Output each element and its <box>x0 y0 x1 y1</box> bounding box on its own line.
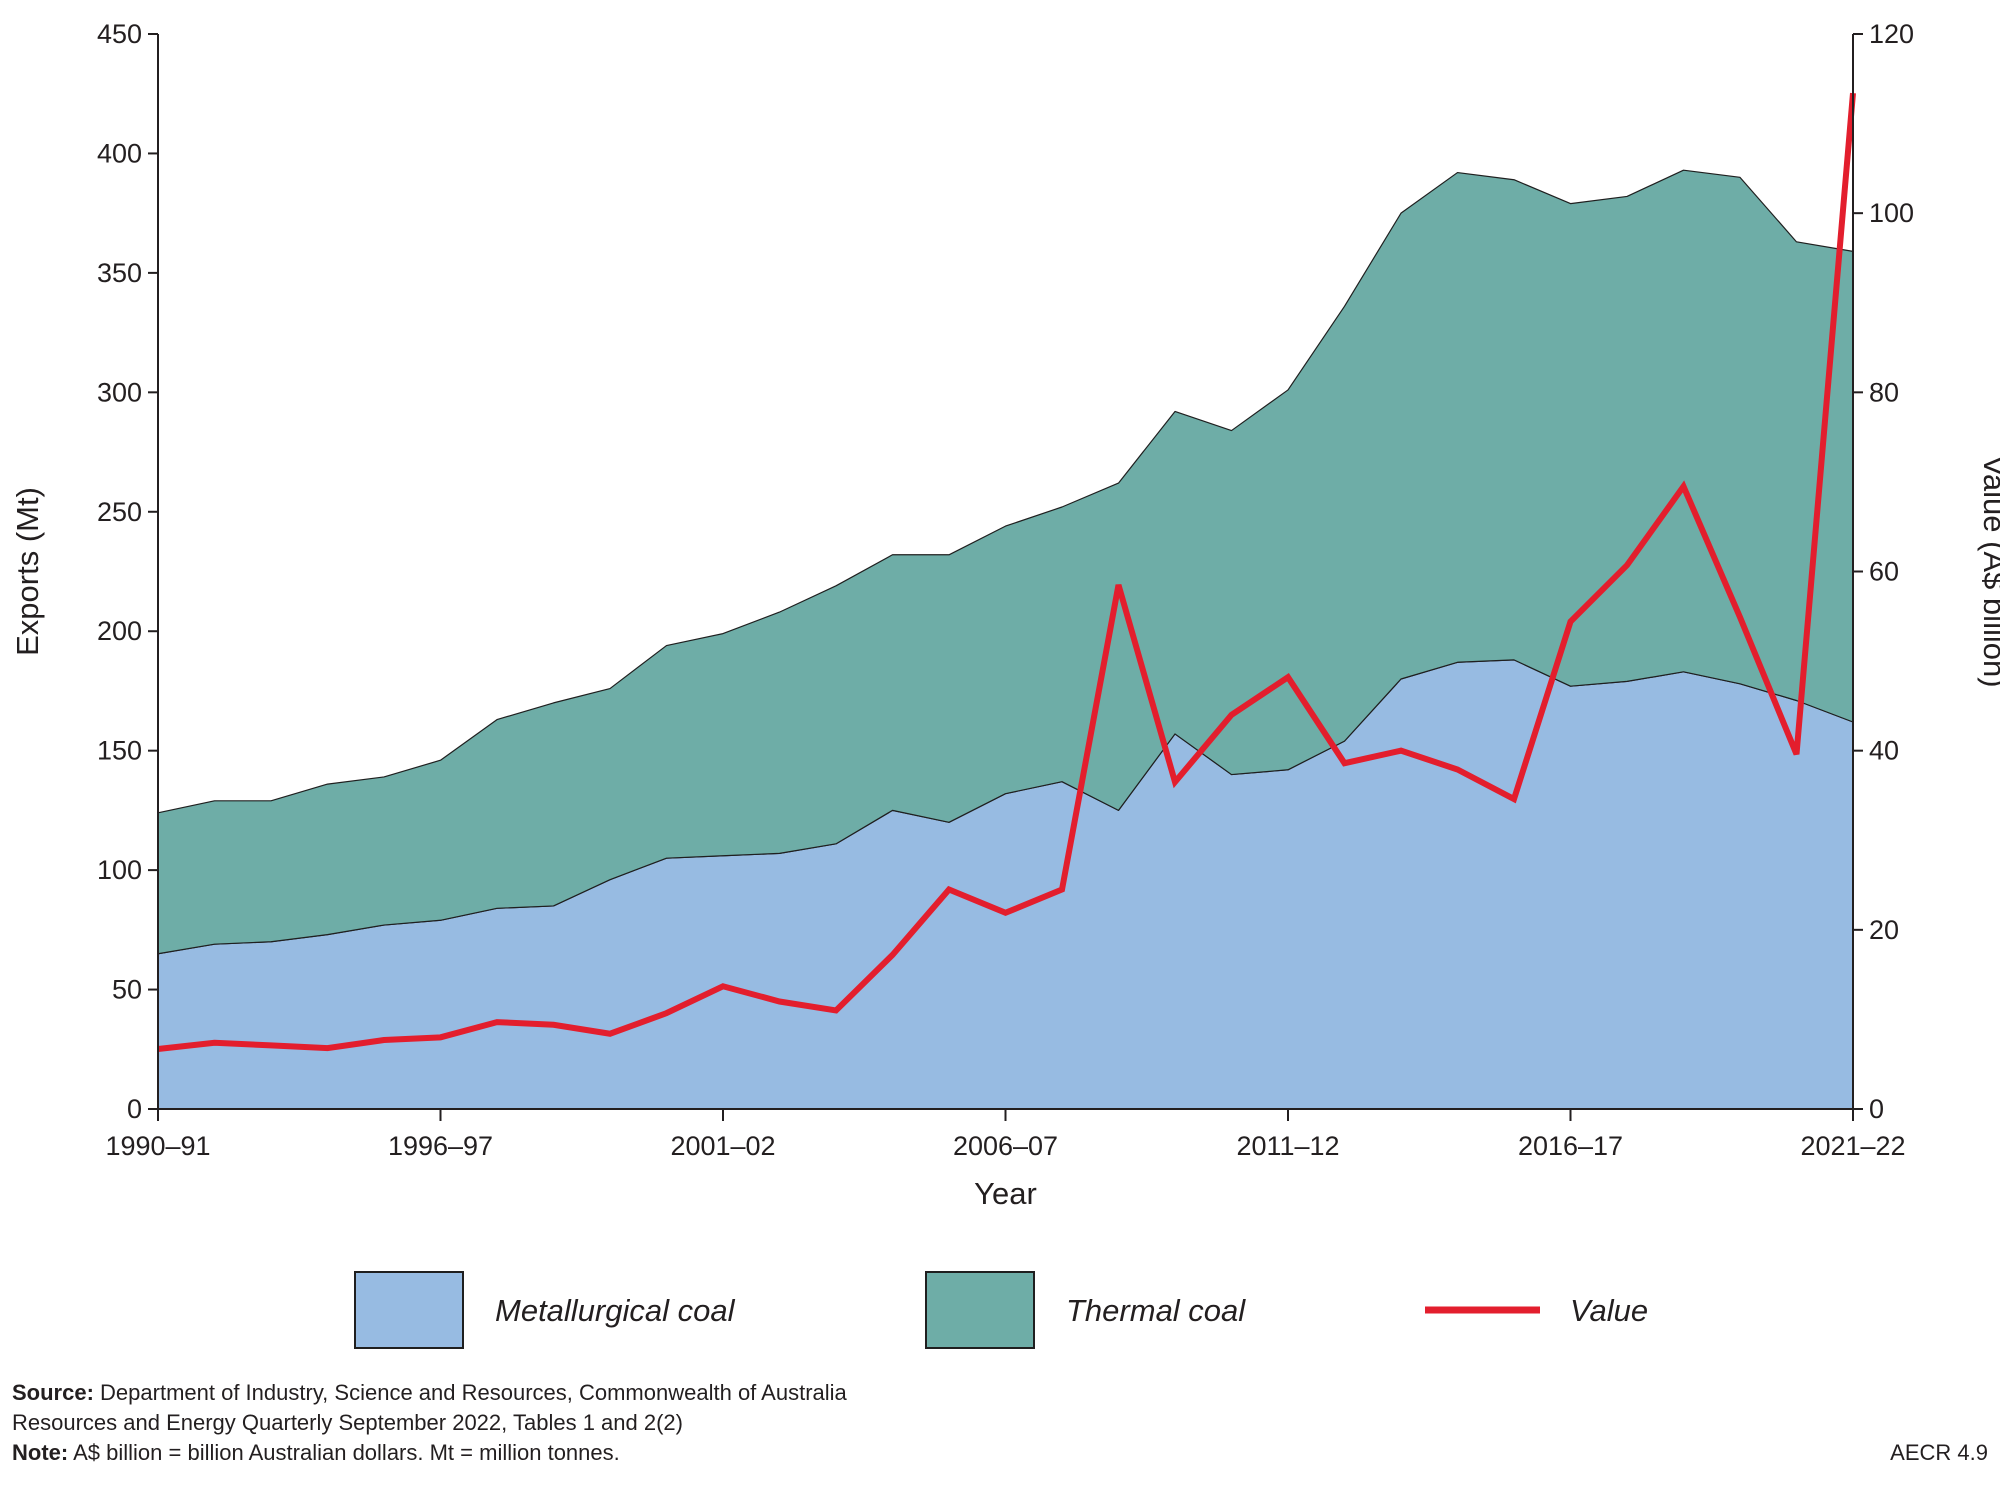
x-tick-label: 1990–91 <box>105 1131 210 1161</box>
x-tick-label: 2021–22 <box>1800 1131 1905 1161</box>
x-axis-title: Year <box>974 1176 1037 1211</box>
line <box>157 92 1856 1052</box>
figure-id: AECR 4.9 <box>1890 1440 1988 1465</box>
y-tick-label: 350 <box>97 258 142 288</box>
y-tick-label: 100 <box>97 855 142 885</box>
source-label: Source: <box>12 1380 94 1405</box>
legend-swatch <box>925 1271 1035 1349</box>
note-text: A$ billion = billion Australian dollars.… <box>73 1440 620 1465</box>
x-tick-label: 1996–97 <box>388 1131 493 1161</box>
legend-label: Metallurgical coal <box>495 1293 736 1328</box>
y2-tick-label: 20 <box>1869 915 1899 945</box>
note-line: Note: A$ billion = billion Australian do… <box>12 1440 620 1465</box>
y-axis-title: Exports (Mt) <box>10 487 45 656</box>
legend-swatch <box>354 1271 464 1349</box>
y-tick-label: 50 <box>112 975 142 1005</box>
x-tick-label: 2006–07 <box>953 1131 1058 1161</box>
note-label: Note: <box>12 1440 68 1465</box>
y-tick-label: 250 <box>97 497 142 527</box>
source-text: Resources and Energy Quarterly September… <box>12 1410 683 1435</box>
legend-label: Value <box>1570 1293 1648 1328</box>
x-tick-label: 2016–17 <box>1518 1131 1623 1161</box>
source-text: Department of Industry, Science and Reso… <box>100 1380 847 1405</box>
y-tick-label: 0 <box>127 1094 142 1124</box>
y-tick-label: 150 <box>97 736 142 766</box>
legend-label: Thermal coal <box>1066 1293 1246 1328</box>
y-tick-label: 400 <box>97 138 142 168</box>
y-tick-label: 200 <box>97 616 142 646</box>
source-line: Source: Department of Industry, Science … <box>12 1380 848 1405</box>
y2-tick-label: 100 <box>1869 198 1914 228</box>
x-tick-label: 2001–02 <box>670 1131 775 1161</box>
y2-tick-label: 0 <box>1869 1094 1884 1124</box>
y-tick-label: 300 <box>97 377 142 407</box>
y2-tick-label: 80 <box>1869 377 1899 407</box>
y2-tick-label: 40 <box>1869 736 1899 766</box>
y2-tick-label: 120 <box>1869 19 1914 49</box>
y2-axis-title: Value (A$ billion) <box>1977 455 2000 687</box>
x-tick-label: 2011–12 <box>1236 1131 1339 1161</box>
y2-tick-label: 60 <box>1869 557 1899 587</box>
y-tick-label: 450 <box>97 19 142 49</box>
